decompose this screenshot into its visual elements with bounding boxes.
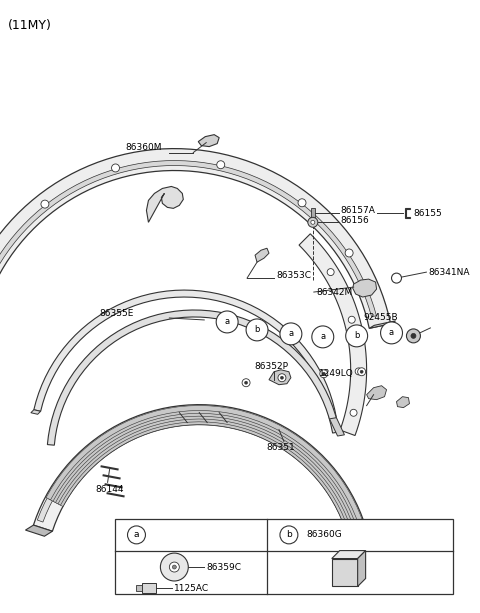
Polygon shape (198, 135, 219, 147)
Circle shape (169, 562, 180, 572)
Polygon shape (54, 414, 356, 530)
Circle shape (320, 370, 328, 378)
Polygon shape (136, 585, 143, 591)
Polygon shape (353, 279, 377, 297)
Text: (11MY): (11MY) (8, 19, 52, 32)
Text: 86342M: 86342M (317, 287, 353, 297)
Text: 86144: 86144 (96, 485, 124, 494)
Polygon shape (255, 248, 269, 262)
Text: 86360M: 86360M (126, 143, 162, 152)
Text: b: b (286, 530, 292, 539)
Circle shape (245, 381, 248, 384)
Circle shape (280, 376, 283, 379)
Circle shape (242, 379, 250, 387)
Text: a: a (389, 329, 394, 337)
Circle shape (246, 319, 268, 341)
Polygon shape (396, 397, 409, 408)
Circle shape (278, 374, 286, 382)
Circle shape (327, 268, 334, 276)
Text: 86155: 86155 (413, 209, 442, 218)
Text: a: a (320, 332, 325, 341)
Text: 86341NA: 86341NA (428, 268, 470, 276)
Polygon shape (358, 550, 366, 587)
Circle shape (216, 311, 238, 333)
Polygon shape (56, 417, 353, 530)
Circle shape (111, 164, 120, 172)
Text: b: b (354, 332, 360, 340)
Text: a: a (288, 329, 293, 338)
Polygon shape (31, 409, 41, 414)
Text: 86351: 86351 (266, 443, 295, 452)
Circle shape (360, 370, 363, 373)
Polygon shape (329, 417, 345, 436)
Circle shape (355, 368, 362, 375)
Polygon shape (51, 411, 359, 528)
Text: 92455B: 92455B (364, 313, 398, 322)
Polygon shape (332, 558, 358, 587)
Circle shape (312, 326, 334, 348)
Text: 86360G: 86360G (307, 530, 343, 539)
Circle shape (358, 368, 366, 376)
Polygon shape (332, 550, 366, 558)
Circle shape (160, 553, 188, 581)
Circle shape (348, 316, 355, 323)
Polygon shape (143, 583, 156, 593)
Polygon shape (352, 550, 378, 557)
Circle shape (322, 372, 325, 375)
Circle shape (298, 199, 306, 207)
Text: 86355E: 86355E (100, 310, 134, 319)
Circle shape (128, 526, 145, 544)
Text: 86156: 86156 (341, 216, 370, 225)
Polygon shape (48, 310, 339, 445)
Circle shape (407, 329, 420, 343)
Polygon shape (0, 161, 376, 317)
Circle shape (392, 273, 401, 283)
Circle shape (346, 325, 368, 347)
Polygon shape (59, 420, 351, 531)
Text: a: a (134, 530, 139, 539)
Circle shape (280, 323, 302, 345)
Text: 86352P: 86352P (254, 362, 288, 371)
Polygon shape (311, 208, 315, 220)
Text: 1249LQ: 1249LQ (319, 369, 354, 378)
Text: 86359C: 86359C (206, 563, 241, 571)
Circle shape (350, 409, 357, 416)
Polygon shape (269, 370, 291, 385)
Polygon shape (115, 519, 453, 594)
Circle shape (172, 565, 176, 569)
Circle shape (217, 161, 225, 169)
Circle shape (280, 526, 298, 544)
Polygon shape (146, 186, 183, 223)
Polygon shape (369, 321, 396, 329)
Text: b: b (254, 326, 260, 335)
Polygon shape (48, 408, 361, 528)
Polygon shape (367, 386, 386, 400)
Polygon shape (25, 525, 52, 536)
Circle shape (411, 333, 416, 338)
Text: 86157A: 86157A (341, 206, 375, 215)
Circle shape (311, 220, 315, 224)
Text: 1125AC: 1125AC (174, 584, 209, 593)
Text: a: a (225, 318, 230, 327)
Polygon shape (46, 406, 364, 527)
Circle shape (345, 249, 353, 257)
Circle shape (41, 200, 49, 208)
Circle shape (381, 322, 403, 344)
Polygon shape (37, 406, 369, 550)
Polygon shape (34, 290, 336, 419)
Polygon shape (0, 148, 391, 329)
Text: 86353C: 86353C (276, 270, 311, 280)
Polygon shape (299, 234, 367, 435)
Circle shape (308, 218, 318, 227)
Polygon shape (34, 405, 372, 557)
